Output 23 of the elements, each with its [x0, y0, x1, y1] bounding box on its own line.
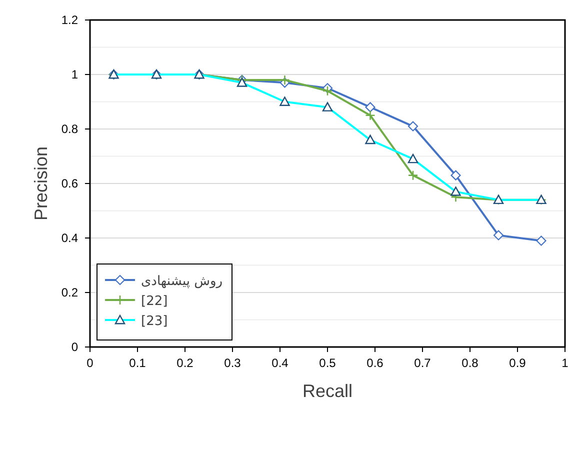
x-tick-label: 0.8 — [462, 356, 479, 370]
y-tick-label: 0.2 — [61, 286, 78, 300]
legend-label: [23] — [141, 314, 168, 329]
y-tick-label: 0.4 — [61, 231, 78, 245]
x-tick-label: 0.4 — [272, 356, 289, 370]
y-tick-label: 0 — [71, 340, 78, 354]
x-tick-label: 0 — [86, 356, 94, 370]
x-tick-label: 0.2 — [176, 356, 194, 370]
x-tick-label: 0.6 — [366, 356, 384, 370]
y-tick-label: 1 — [71, 68, 78, 82]
legend-label: [22] — [141, 294, 168, 309]
y-tick-label: 0.6 — [61, 176, 78, 190]
x-tick-label: 0.9 — [509, 356, 526, 370]
y-tick-label: 1.2 — [61, 13, 78, 27]
x-tick-label: 0.1 — [129, 356, 146, 370]
x-tick-label: 0.5 — [319, 356, 336, 370]
x-tick-label: 0.3 — [224, 356, 242, 370]
y-axis-title: Precision — [31, 146, 51, 221]
y-tick-label: 0.8 — [61, 122, 78, 136]
legend-label: روش پیشنهادی — [141, 274, 223, 289]
x-tick-label: 1 — [562, 356, 569, 370]
x-tick-label: 0.7 — [414, 356, 432, 370]
x-axis-title: Recall — [302, 381, 353, 401]
